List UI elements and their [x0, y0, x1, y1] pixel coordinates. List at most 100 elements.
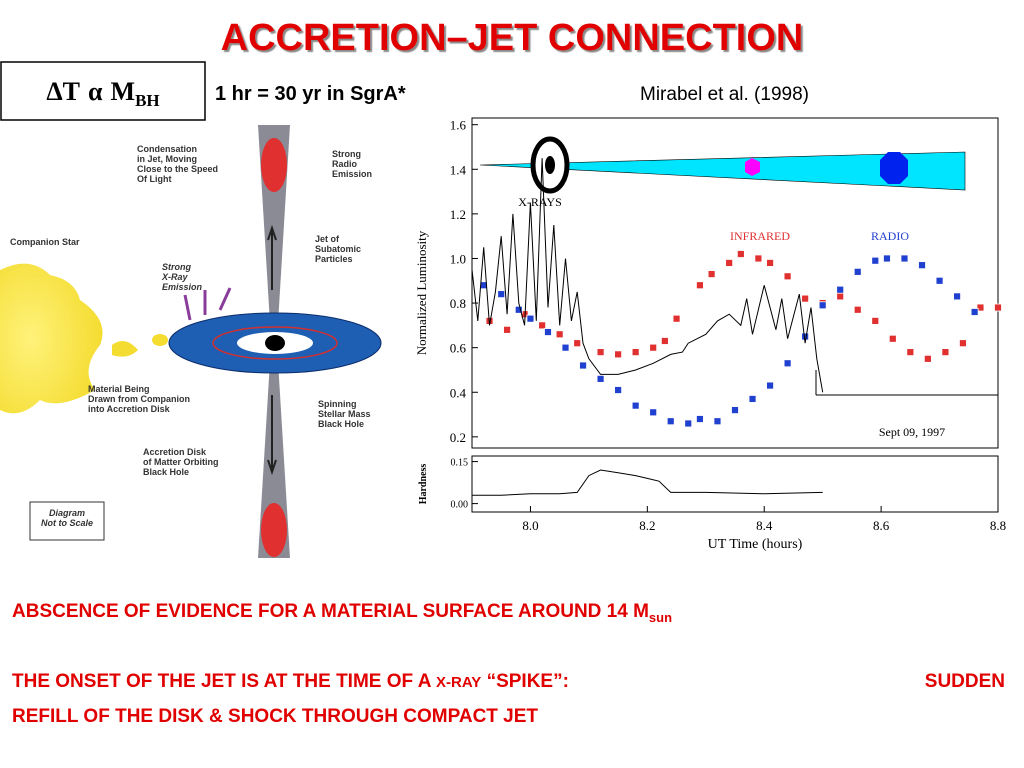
data-point	[766, 259, 774, 267]
data-point	[614, 386, 623, 394]
note-text: ABSCENCE OF EVIDENCE FOR A MATERIAL SURF…	[12, 601, 649, 622]
citation: Mirabel et al. (1998)	[640, 84, 809, 105]
plot-art	[479, 136, 998, 396]
y2-axis-label: Hardness	[418, 464, 429, 505]
data-point	[503, 325, 511, 334]
formula-relation: α	[88, 77, 103, 106]
blob	[261, 138, 287, 192]
note-rest: REFILL OF THE DISK & SHOCK THROUGH COMPA…	[12, 706, 538, 727]
data-point	[976, 303, 985, 312]
annotation: X-RAYS	[518, 195, 562, 209]
diagram-label: Radio	[332, 159, 358, 169]
data-point	[888, 334, 897, 343]
x-tick-label: 8.6	[873, 518, 890, 533]
diagram-label: Black Hole	[143, 467, 189, 477]
diagram-label: of Matter Orbiting	[143, 457, 219, 467]
note-spike: “SPIKE”:	[481, 671, 569, 692]
data-point	[900, 254, 909, 263]
series-line	[472, 469, 823, 496]
diagram-label: Subatomic	[315, 244, 361, 254]
xray-arrows	[183, 287, 232, 321]
data-point	[883, 254, 891, 263]
annotation: INFRARED	[730, 229, 790, 243]
data-point	[953, 292, 961, 301]
diagram-label: Material Being	[88, 384, 150, 394]
data-point	[871, 256, 880, 265]
data-point	[614, 350, 623, 359]
formula-rhs: M	[111, 77, 136, 106]
data-point	[959, 339, 967, 348]
data-point	[783, 359, 792, 368]
data-point	[836, 292, 845, 301]
data-point	[573, 339, 582, 348]
data-point	[906, 348, 915, 357]
data-point	[555, 330, 564, 339]
y-tick-label: 1.4	[450, 162, 467, 177]
data-point	[666, 417, 675, 426]
diagram-label: Condensation	[137, 144, 197, 154]
data-point	[818, 301, 827, 310]
formula-sub: BH	[135, 91, 160, 110]
data-point	[684, 419, 693, 428]
data-point	[713, 417, 722, 426]
blob	[261, 503, 287, 557]
diagram-label: into Accretion Disk	[88, 404, 171, 414]
plot-frame	[471, 117, 999, 449]
diagram-label: Black Hole	[318, 419, 364, 429]
data-point	[514, 305, 523, 314]
data-point	[631, 401, 640, 410]
orbit	[212, 326, 338, 360]
diagram-label: Emission	[162, 282, 203, 292]
data-point	[649, 343, 658, 352]
data-point	[918, 261, 926, 270]
data-point	[526, 314, 535, 323]
y-tick-label: 0.4	[450, 385, 467, 400]
data-point	[871, 317, 880, 325]
diagram-label: Companion Star	[10, 237, 80, 247]
data-point	[631, 348, 640, 357]
formula: ΔT α MBH	[46, 77, 159, 110]
data-point	[579, 361, 587, 370]
annotation: Sept 09, 1997	[879, 425, 945, 439]
diagram-label: Drawn from Companion	[88, 394, 190, 404]
diagram-label: Stellar Mass	[318, 409, 371, 419]
baseline	[815, 370, 998, 396]
y-tick-label: 1.0	[450, 251, 466, 266]
data-point	[731, 406, 739, 414]
radio-blob	[880, 152, 908, 184]
scale-note: 1 hr = 30 yr in SgrA*	[215, 83, 406, 105]
y-tick-label: 0.6	[450, 341, 467, 356]
data-point	[596, 348, 605, 357]
note-absence: ABSCENCE OF EVIDENCE FOR A MATERIAL SURF…	[12, 601, 672, 625]
jet-down	[258, 345, 290, 558]
data-point	[853, 267, 862, 276]
data-point	[660, 337, 669, 345]
data-point	[754, 254, 763, 263]
data-point	[538, 321, 547, 330]
diagram-label: Spinning	[318, 399, 357, 409]
data-point	[497, 290, 506, 299]
y2-tick-label: 0.15	[451, 458, 469, 469]
series-line	[471, 158, 824, 393]
data-point	[748, 395, 757, 403]
data-point	[736, 250, 745, 258]
note-lead: THE ONSET OF THE JET IS AT THE TIME OF A	[12, 671, 436, 692]
y-tick-label: 0.2	[450, 430, 466, 445]
data-point	[707, 270, 716, 278]
jet-cone	[479, 151, 966, 191]
annotation: RADIO	[871, 229, 909, 243]
diagram-label: Emission	[332, 169, 372, 179]
data-point	[853, 305, 862, 314]
data-point	[783, 272, 792, 281]
slide-title: ACCRETION–JET CONNECTION	[221, 17, 804, 59]
diagram	[0, 125, 382, 558]
data-point	[672, 314, 681, 323]
x-tick-label: 8.4	[756, 518, 773, 533]
companion-star	[0, 263, 103, 414]
x-tick-label: 8.2	[639, 518, 655, 533]
data-point	[941, 348, 950, 357]
y-tick-label: 1.6	[450, 118, 467, 133]
hardness-frame	[471, 455, 999, 513]
diagram-label: Jet of	[315, 234, 340, 244]
